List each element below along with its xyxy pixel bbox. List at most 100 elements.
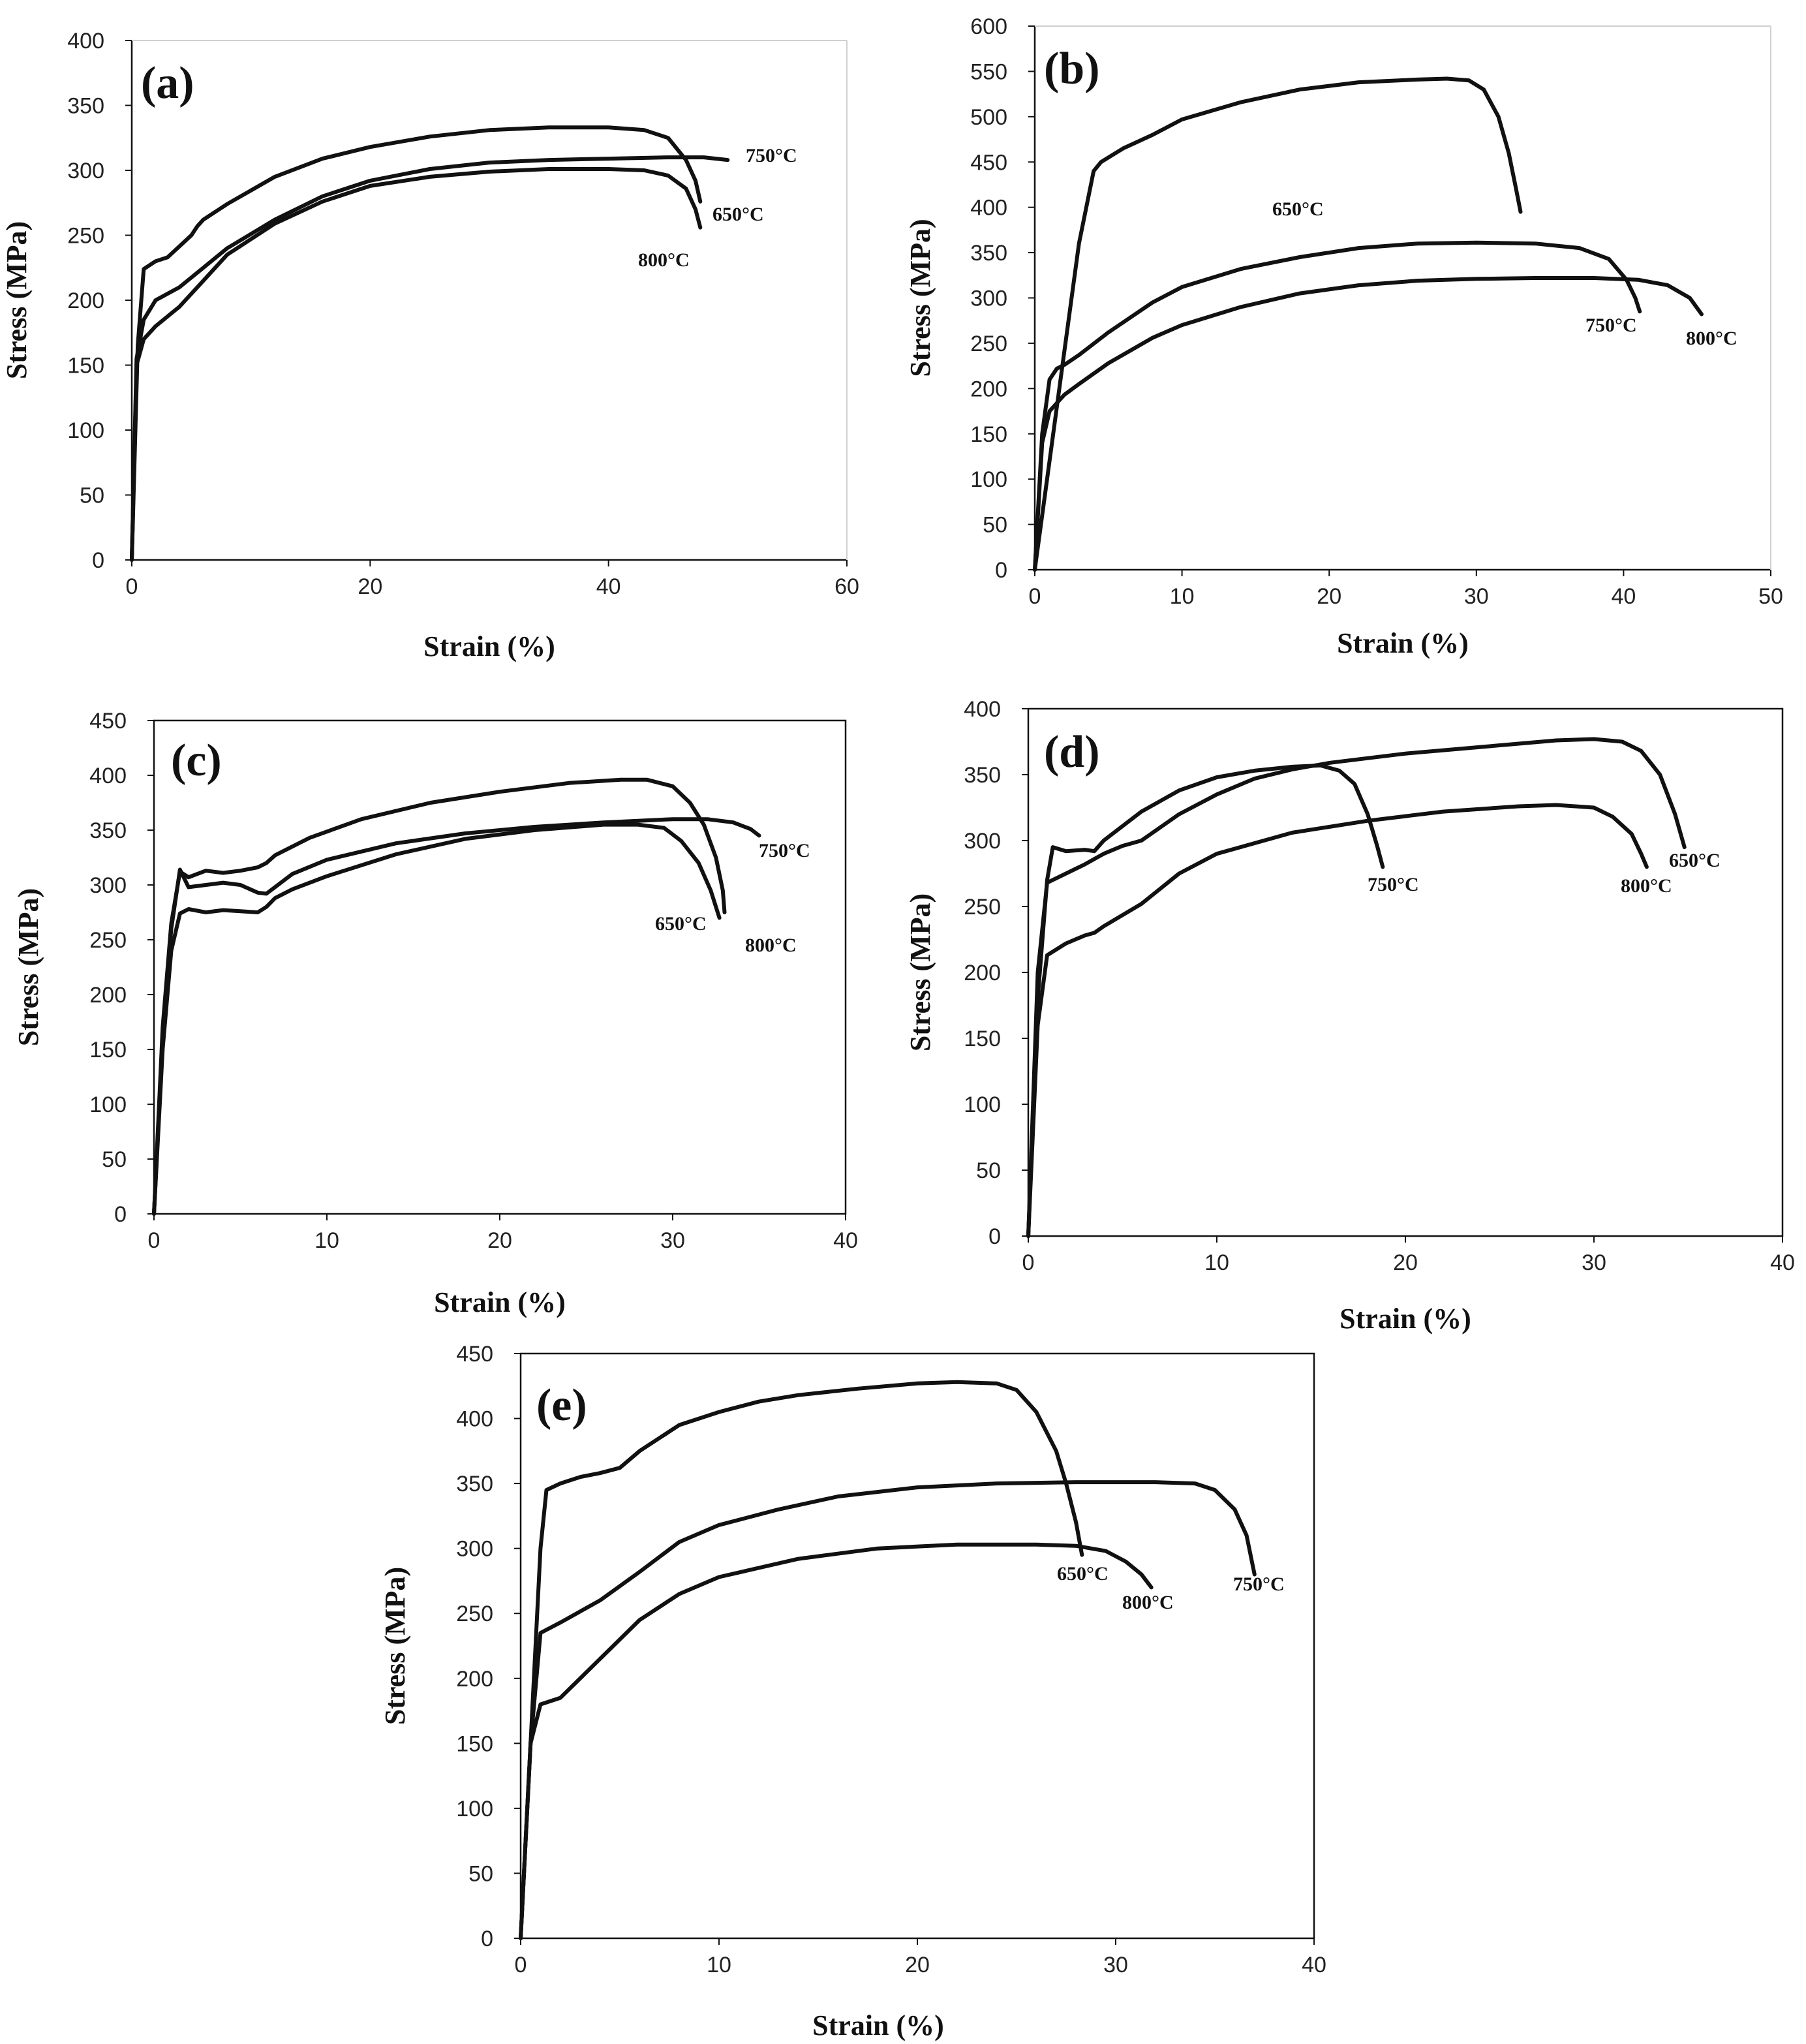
series-annotation: 750°C	[1368, 874, 1419, 895]
x-tick-label: 50	[1758, 584, 1783, 609]
y-tick-label: 100	[67, 418, 104, 443]
y-axis-title: Stress (MPa)	[904, 219, 936, 377]
y-tick-label: 350	[456, 1472, 493, 1496]
series-line-650c	[1033, 76, 1523, 572]
y-tick-label: 50	[102, 1147, 127, 1172]
y-tick-label: 150	[67, 354, 104, 379]
plot-frame	[519, 1352, 1315, 1940]
x-tick-label: 40	[1611, 584, 1636, 609]
x-axis-title: Strain (%)	[434, 1286, 566, 1318]
series-line-800c	[152, 822, 722, 1216]
x-tick-label: 10	[707, 1953, 731, 1977]
panel-tag: (a)	[141, 58, 194, 108]
x-tick-label: 20	[1317, 584, 1341, 609]
series-line-750c	[1033, 240, 1642, 572]
y-tick-label: 550	[970, 59, 1007, 84]
series-annotation: 650°C	[1272, 198, 1324, 220]
y-tick-label: 0	[114, 1202, 127, 1227]
y-axis-title: Stress (MPa)	[379, 1567, 411, 1725]
y-tick-label: 250	[456, 1602, 493, 1626]
chart-panel-3: 0 10 20 30 40050100150200250300350400Strain …	[904, 697, 1795, 1335]
series-line-750c	[519, 1480, 1257, 1940]
series-line-800c	[1033, 276, 1704, 572]
y-axis-title: Stress (MPa)	[904, 893, 936, 1051]
y-tick-label: 250	[89, 928, 127, 953]
x-tick-label: 0	[1022, 1250, 1035, 1275]
y-tick-label: 100	[970, 467, 1007, 492]
y-tick-label: 500	[970, 105, 1007, 130]
y-axis-title: Stress (MPa)	[1, 221, 33, 379]
y-tick-label: 400	[964, 697, 1001, 722]
y-tick-label: 400	[67, 29, 104, 54]
x-tick-label: 0	[515, 1953, 527, 1977]
x-tick-label: 10	[1204, 1250, 1229, 1275]
y-tick-label: 100	[89, 1092, 127, 1117]
series-line-800c	[1026, 803, 1649, 1238]
series-annotation: 650°C	[1669, 850, 1721, 871]
x-tick-label: 40	[833, 1228, 858, 1253]
series-annotation: 800°C	[745, 935, 797, 956]
y-tick-label: 150	[964, 1027, 1001, 1051]
x-tick-label: 60	[834, 574, 859, 599]
x-tick-label: 20	[487, 1228, 512, 1253]
y-tick-label: 0	[481, 1927, 493, 1951]
series-line-750c	[1026, 763, 1385, 1238]
series-annotation: 650°C	[1057, 1563, 1109, 1585]
y-tick-label: 250	[964, 895, 1001, 920]
x-tick-label: 40	[1770, 1250, 1795, 1275]
y-tick-label: 200	[964, 961, 1001, 985]
series-line-650c	[519, 1380, 1084, 1940]
x-tick-label: 0	[1029, 584, 1041, 609]
x-tick-label: 30	[660, 1228, 685, 1253]
y-tick-label: 450	[89, 709, 127, 734]
series-line-800c	[130, 167, 703, 562]
y-tick-label: 150	[970, 422, 1007, 447]
y-tick-label: 600	[970, 14, 1007, 39]
x-tick-label: 0	[126, 574, 138, 599]
y-tick-label: 200	[970, 377, 1007, 401]
y-tick-label: 250	[67, 224, 104, 249]
y-tick-label: 350	[970, 241, 1007, 266]
series-annotation: 750°C	[759, 840, 810, 861]
x-tick-label: 10	[314, 1228, 339, 1253]
x-tick-label: 30	[1582, 1250, 1606, 1275]
y-tick-label: 200	[89, 983, 127, 1008]
y-tick-label: 350	[67, 94, 104, 119]
chart-panel-1: 0 10 20 30 40 5005010015020025030035040045050…	[904, 14, 1783, 659]
series-annotation: 750°C	[1585, 315, 1637, 336]
y-tick-label: 450	[456, 1342, 493, 1367]
y-tick-label: 300	[89, 873, 127, 898]
y-tick-label: 50	[976, 1158, 1001, 1183]
series-annotation: 800°C	[638, 249, 690, 271]
y-axis-title: Stress (MPa)	[12, 888, 44, 1046]
x-tick-label: 20	[358, 574, 382, 599]
panel-tag: (c)	[171, 736, 222, 786]
y-tick-label: 300	[456, 1537, 493, 1562]
series-annotation: 800°C	[1122, 1592, 1174, 1613]
x-tick-label: 40	[1302, 1953, 1326, 1977]
y-tick-label: 350	[964, 763, 1001, 788]
y-tick-label: 300	[67, 159, 104, 183]
panel-tag: (e)	[536, 1380, 587, 1431]
y-tick-label: 300	[970, 286, 1007, 311]
y-tick-label: 0	[995, 558, 1007, 583]
y-tick-label: 200	[456, 1667, 493, 1692]
plot-frame	[1027, 707, 1784, 1237]
series-annotation: 750°C	[746, 145, 797, 166]
plot-frame	[153, 719, 847, 1215]
x-tick-label: 30	[1103, 1953, 1128, 1977]
x-tick-label: 10	[1170, 584, 1195, 609]
series-line-650c	[130, 125, 703, 562]
y-tick-label: 150	[456, 1731, 493, 1756]
y-tick-label: 400	[456, 1407, 493, 1432]
chart-panel-0: 0 20 40 60 0 50 100 150 200 250 300 350 400 Strain (%…	[1, 29, 859, 662]
series-line-750c	[130, 155, 730, 562]
x-tick-label: 0	[148, 1228, 161, 1253]
y-tick-label: 50	[983, 513, 1007, 538]
y-tick-label: 150	[89, 1038, 127, 1062]
y-tick-label: 50	[468, 1861, 493, 1886]
series-line-650c	[1026, 737, 1687, 1238]
x-tick-label: 40	[596, 574, 621, 599]
